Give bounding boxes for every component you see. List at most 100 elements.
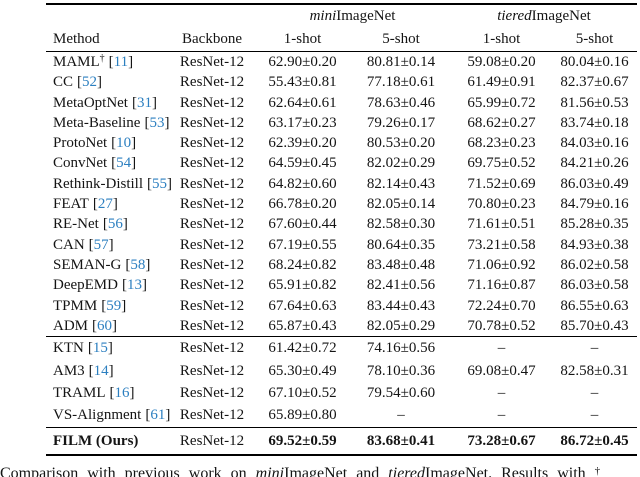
mini-5shot-value: 80.64±0.35	[366, 236, 436, 253]
mini-1shot-value: 69.52±0.59	[254, 426, 351, 455]
caption-tiered-italic: tiered	[388, 465, 426, 477]
citation-bracket-left: [	[145, 407, 151, 424]
method-cell: ADM [60]	[46, 316, 170, 337]
method-name: RE-Net	[53, 216, 99, 233]
citation-bracket-left: [	[111, 135, 117, 152]
table-row: CAN [57] ResNet-12 67.19±0.55 80.64±0.35 …	[46, 235, 637, 255]
citation-bracket-left: [	[125, 256, 131, 273]
mini-1shot-value: 65.30±0.49	[268, 362, 337, 379]
citation-link[interactable]: 61	[150, 407, 166, 424]
mini-1shot-value: 65.91±0.82	[268, 277, 337, 294]
tiered-5shot-value: 84.03±0.16	[560, 135, 629, 152]
method-name: AM3	[53, 362, 85, 379]
table-row: VS-Alignment [61] ResNet-12 65.89±0.80 – …	[46, 404, 637, 427]
citation-link[interactable]: 14	[93, 362, 109, 379]
column-header-row: Method Backbone 1-shot 5-shot 1-shot 5-s…	[46, 27, 638, 52]
citation-link[interactable]: 11	[113, 54, 129, 70]
citation-link[interactable]: 60	[97, 317, 113, 334]
backbone-cell: ResNet-12	[179, 155, 245, 172]
table-row: RE-Net [56] ResNet-12 67.60±0.44 82.58±0.…	[46, 214, 637, 234]
mini-1shot-value: 62.39±0.20	[268, 135, 337, 152]
table-row: FEAT [27] ResNet-12 66.78±0.20 82.05±0.14…	[46, 194, 637, 214]
citation-link[interactable]: 52	[82, 74, 98, 91]
backbone-cell: ResNet-12	[179, 175, 245, 192]
citation-link[interactable]: 15	[92, 340, 108, 357]
method-name: FEAT	[53, 196, 89, 213]
citation-link[interactable]: 27	[97, 196, 113, 213]
citation-link[interactable]: 31	[136, 94, 152, 111]
table-row: SEMAN-G [58] ResNet-12 68.24±0.82 83.48±0…	[46, 255, 637, 275]
method-name: VS-Alignment	[53, 407, 142, 424]
mini-5shot-value: 82.41±0.56	[366, 277, 436, 294]
dagger-mark: †	[99, 53, 105, 64]
tiered-5shot-value: 82.58±0.31	[560, 362, 629, 379]
mini-1shot-value: 61.42±0.72	[254, 336, 351, 360]
citation: [57]	[89, 237, 114, 253]
method-cell: Meta-Baseline [53]	[46, 113, 170, 133]
caption-mini-italic: mini	[255, 465, 285, 477]
backbone-cell: ResNet-12	[179, 74, 245, 91]
mini-1shot-value: 64.59±0.45	[268, 155, 337, 172]
tiered-5shot-value: –	[552, 336, 638, 360]
mini-1shot-value: 65.87±0.43	[268, 317, 337, 334]
tiered-1shot-value: 69.75±0.52	[467, 155, 536, 172]
mini-5shot-value: 82.05±0.29	[366, 317, 436, 334]
citation-link[interactable]: 53	[149, 114, 165, 131]
mini-5shot-value: 78.63±0.46	[366, 94, 436, 111]
backbone-cell: ResNet-12	[179, 407, 245, 424]
method-name: DeepEMD	[53, 277, 118, 294]
citation: [54]	[111, 155, 136, 171]
citation-bracket-right: ]	[112, 317, 118, 334]
tiered-5shot-value: –	[590, 384, 599, 401]
tiered-5shot-value: 83.74±0.18	[560, 114, 629, 131]
citation: [56]	[103, 216, 128, 232]
tiered-5shot-value: 80.04±0.16	[560, 54, 629, 70]
tiered-5shot-value: 84.21±0.26	[560, 155, 629, 172]
dataset-name-italic: mini	[309, 7, 337, 24]
mini-5shot-value: 77.18±0.61	[366, 74, 436, 91]
dataset-name-italic: tiered	[497, 7, 532, 24]
backbone-cell: ResNet-12	[179, 94, 245, 111]
tiered-5shot-value: 81.56±0.53	[560, 94, 629, 111]
tiered-5shot-value: 85.28±0.35	[560, 216, 629, 233]
citation-link[interactable]: 58	[130, 256, 146, 273]
citation-bracket-right: ]	[121, 297, 127, 314]
backbone-cell: ResNet-12	[179, 384, 245, 401]
empty-header-cell	[46, 4, 254, 27]
mini-5shot-value: 83.44±0.43	[366, 297, 436, 314]
citation-link[interactable]: 13	[126, 277, 142, 294]
mini-5shot-value: 82.14±0.43	[366, 175, 436, 192]
citation: [27]	[93, 196, 118, 212]
method-cell: ProtoNet [10]	[46, 133, 170, 153]
citation-bracket-left: [	[77, 74, 83, 91]
method-name: ProtoNet	[53, 135, 108, 152]
citation-bracket-left: [	[111, 155, 117, 172]
table-row: TPMM [59] ResNet-12 67.64±0.63 83.44±0.43…	[46, 296, 637, 316]
table-row: MetaOptNet [31] ResNet-12 62.64±0.61 78.6…	[46, 93, 637, 113]
backbone-cell: ResNet-12	[179, 114, 245, 131]
tiered-5shot-value: 84.93±0.38	[560, 236, 629, 253]
citation-bracket-right: ]	[108, 362, 114, 379]
citation-link[interactable]: 54	[116, 155, 132, 172]
method-cell: DeepEMD [13]	[46, 275, 170, 295]
backbone-cell: ResNet-12	[179, 54, 245, 70]
citation-link[interactable]: 16	[114, 384, 130, 401]
method-cell: VS-Alignment [61]	[46, 404, 170, 427]
citation-bracket-left: [	[108, 54, 114, 70]
mini-5shot-value: 74.16±0.56	[351, 336, 451, 360]
citation-link[interactable]: 59	[106, 297, 122, 314]
table-body-secondary: KTN [15] ResNet-12 61.42±0.72 74.16±0.56 …	[46, 336, 638, 428]
citation-link[interactable]: 10	[116, 135, 132, 152]
group-header-miniimagenet: miniImageNet	[254, 4, 451, 27]
table-row: TRAML [16] ResNet-12 67.10±0.52 79.54±0.6…	[46, 382, 637, 404]
tiered-5shot-value: 86.03±0.58	[560, 277, 629, 294]
citation-link[interactable]: 55	[152, 175, 167, 192]
mini-5shot-value: 79.26±0.17	[366, 114, 436, 131]
citation-link[interactable]: 56	[107, 216, 123, 233]
mini-5shot-value: 82.58±0.30	[366, 216, 436, 233]
tiered-1shot-value: 61.49±0.91	[467, 74, 536, 91]
citation-bracket-right: ]	[108, 236, 114, 253]
table-row: MAML† [11] ResNet-12 62.90±0.20 80.81±0.1…	[46, 52, 637, 73]
citation-link[interactable]: 57	[93, 236, 109, 253]
citation-bracket-right: ]	[97, 74, 103, 91]
